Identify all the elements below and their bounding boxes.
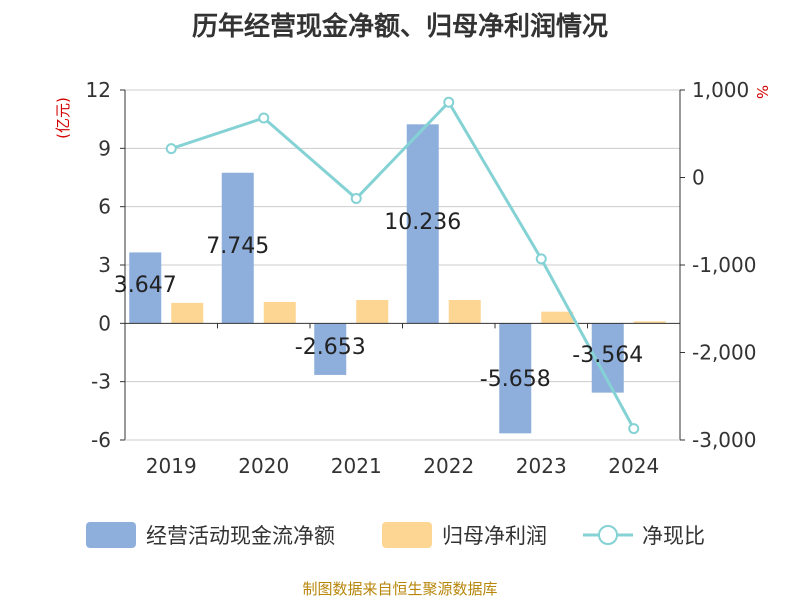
bar-net-profit (633, 321, 666, 324)
bar-cash-flow (314, 323, 347, 375)
legend-swatch-cash-flow (86, 522, 136, 548)
y-right-tick-label: -2,000 (692, 341, 756, 365)
x-tick-label: 2024 (608, 454, 659, 478)
y-left-unit-label: (亿元) (54, 97, 72, 139)
bar-net-profit (263, 301, 296, 324)
data-label-cash-flow: 7.745 (206, 234, 269, 259)
y-left-tick-label: 3 (98, 253, 111, 277)
y-left-tick-label: -3 (91, 370, 111, 394)
data-label-cash-flow: 10.236 (384, 210, 461, 235)
legend-label-net-profit: 归母净利润 (442, 524, 547, 548)
bar-net-profit (541, 311, 574, 324)
point-net-cash-ratio (535, 253, 547, 265)
x-tick-label: 2021 (331, 454, 382, 478)
point-net-cash-ratio (628, 423, 640, 435)
y-left-tick-label: 9 (98, 136, 111, 160)
bar-cash-flow (499, 323, 532, 434)
legend-marker-net-cash-ratio (598, 525, 618, 545)
y-left-tick-label: 0 (98, 311, 111, 335)
bar-net-profit (448, 300, 481, 324)
point-net-cash-ratio (165, 143, 177, 155)
chart-title: 历年经营现金净额、归母净利润情况 (191, 12, 608, 42)
bar-cash-flow (129, 252, 162, 324)
data-label-cash-flow: 3.647 (114, 273, 177, 298)
legend-label-net-cash-ratio: 净现比 (642, 524, 705, 548)
y-right-tick-label: -3,000 (692, 428, 756, 452)
x-tick-label: 2022 (423, 454, 474, 478)
point-net-cash-ratio (443, 96, 455, 108)
y-left-tick-label: 6 (98, 195, 111, 219)
line-net-cash-ratio (170, 99, 636, 430)
point-net-cash-ratio (258, 112, 270, 124)
data-label-cash-flow: -5.658 (480, 367, 551, 392)
y-left-tick-label: -6 (91, 428, 111, 452)
source-note: 制图数据来自恒生聚源数据库 (302, 580, 498, 598)
bar-net-profit (356, 300, 389, 324)
bar-net-profit (171, 302, 204, 324)
y-right-tick-label: 1,000 (692, 78, 749, 102)
legend-label-cash-flow: 经营活动现金流净额 (146, 524, 335, 548)
x-tick-label: 2019 (146, 454, 197, 478)
bar-cash-flow (221, 172, 254, 324)
y-right-unit-label: % (753, 85, 771, 99)
data-label-cash-flow: -3.564 (572, 343, 643, 368)
legend-swatch-net-profit (382, 522, 432, 548)
bar-cash-flow (406, 124, 439, 324)
point-net-cash-ratio (350, 193, 362, 204)
y-right-tick-label: -1,000 (692, 253, 756, 277)
y-left-tick-label: 12 (86, 78, 111, 102)
x-tick-label: 2023 (516, 454, 567, 478)
x-tick-label: 2020 (238, 454, 289, 478)
data-label-cash-flow: -2.653 (295, 335, 366, 360)
y-right-tick-label: 0 (692, 166, 705, 190)
